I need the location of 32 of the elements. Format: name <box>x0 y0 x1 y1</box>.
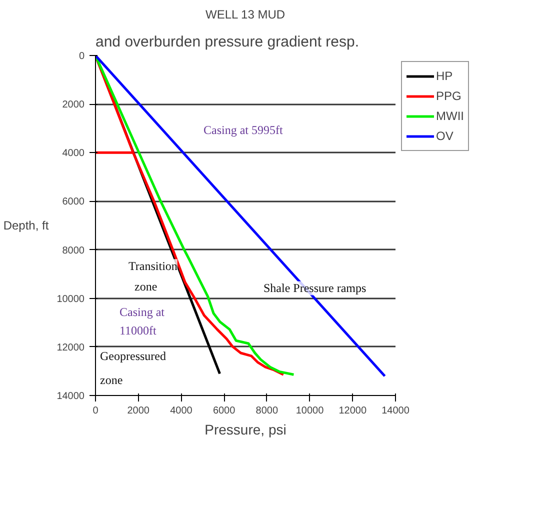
x-tick-label: 2000 <box>127 406 150 416</box>
annotation: Casing at 5995ft <box>204 123 284 138</box>
annotation: zone <box>100 373 123 387</box>
x-tick-label: 14000 <box>382 406 410 416</box>
chart-title: WELL 13 MUD <box>205 8 286 22</box>
y-axis-title: Depth, ft <box>3 218 50 232</box>
x-tick-label: 4000 <box>170 406 193 416</box>
x-tick-label: 6000 <box>212 406 236 416</box>
y-tick-label: 6000 <box>62 196 85 208</box>
y-tick-label: 2000 <box>62 100 85 111</box>
annotation: Shale Pressure ramps <box>264 281 366 296</box>
annotation: Geopressured <box>100 349 166 364</box>
annotation: zone <box>134 280 158 294</box>
x-tick-label: 0 <box>92 406 99 416</box>
y-tick-label: 8000 <box>62 245 85 256</box>
legend-label: HP <box>436 69 454 83</box>
y-tick-label: 14000 <box>56 391 85 402</box>
x-tick-label: 12000 <box>338 406 367 416</box>
legend-label: OV <box>436 129 454 143</box>
x-tick-label: 8000 <box>256 406 278 416</box>
text: and overburden pressure gradient resp. <box>96 34 359 50</box>
y-tick-label: 10000 <box>56 294 85 305</box>
x-axis-title: Pressure, psi <box>204 422 286 438</box>
annotation: Transition <box>128 259 178 274</box>
y-tick-label: 0 <box>78 51 85 62</box>
y-tick-label: 4000 <box>62 148 85 160</box>
y-tick-label: 12000 <box>56 342 85 354</box>
x-tick-label: 10000 <box>296 406 324 416</box>
legend-label: MWII <box>436 109 464 123</box>
annotation: 11000ft <box>120 324 158 338</box>
legend-label: PPG <box>436 89 462 103</box>
annotation: Casing at <box>120 305 166 319</box>
